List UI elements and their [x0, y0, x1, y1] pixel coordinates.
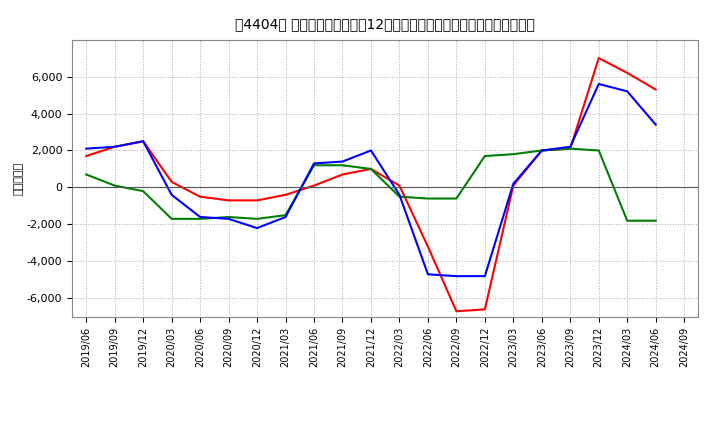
投賄CF — [423, 196, 432, 201]
投賄CF — [509, 151, 518, 157]
営業CF — [110, 144, 119, 150]
フリーCF — [537, 148, 546, 153]
営業CF — [566, 146, 575, 151]
フリーCF — [595, 81, 603, 87]
フリーCF — [366, 148, 375, 153]
フリーCF — [110, 144, 119, 150]
投賄CF — [225, 214, 233, 220]
営業CF — [139, 139, 148, 144]
投賄CF — [652, 218, 660, 224]
営業CF — [282, 192, 290, 198]
営業CF — [253, 198, 261, 203]
Line: 営業CF: 営業CF — [86, 58, 656, 311]
Title: ［4404］ キャッシュフローの12か月移動合計の対前年同期増減額の推移: ［4404］ キャッシュフローの12か月移動合計の対前年同期増減額の推移 — [235, 18, 535, 32]
営業CF — [509, 183, 518, 188]
投賄CF — [310, 163, 318, 168]
営業CF — [652, 87, 660, 92]
Y-axis label: （百万円）: （百万円） — [14, 161, 24, 195]
投賄CF — [139, 188, 148, 194]
フリーCF — [310, 161, 318, 166]
投賄CF — [196, 216, 204, 221]
営業CF — [225, 198, 233, 203]
投賄CF — [282, 213, 290, 218]
営業CF — [167, 179, 176, 184]
フリーCF — [395, 192, 404, 198]
フリーCF — [338, 159, 347, 164]
フリーCF — [196, 214, 204, 220]
投賄CF — [253, 216, 261, 221]
営業CF — [537, 148, 546, 153]
営業CF — [82, 154, 91, 159]
営業CF — [310, 183, 318, 188]
投賄CF — [452, 196, 461, 201]
投賄CF — [480, 154, 489, 159]
投賄CF — [623, 218, 631, 224]
フリーCF — [225, 216, 233, 221]
フリーCF — [167, 192, 176, 198]
営業CF — [452, 308, 461, 314]
営業CF — [423, 244, 432, 249]
フリーCF — [423, 271, 432, 277]
フリーCF — [480, 274, 489, 279]
投賄CF — [366, 166, 375, 172]
投賄CF — [338, 163, 347, 168]
投賄CF — [595, 148, 603, 153]
営業CF — [480, 307, 489, 312]
営業CF — [196, 194, 204, 199]
フリーCF — [509, 181, 518, 187]
Line: フリーCF: フリーCF — [86, 84, 656, 276]
投賄CF — [82, 172, 91, 177]
営業CF — [366, 166, 375, 172]
投賄CF — [566, 146, 575, 151]
営業CF — [623, 70, 631, 76]
フリーCF — [282, 214, 290, 220]
投賄CF — [537, 148, 546, 153]
フリーCF — [623, 89, 631, 94]
営業CF — [395, 183, 404, 188]
フリーCF — [82, 146, 91, 151]
投賄CF — [167, 216, 176, 221]
フリーCF — [139, 139, 148, 144]
投賄CF — [395, 194, 404, 199]
フリーCF — [253, 225, 261, 231]
営業CF — [595, 55, 603, 61]
フリーCF — [652, 122, 660, 127]
投賄CF — [110, 183, 119, 188]
フリーCF — [566, 144, 575, 150]
営業CF — [338, 172, 347, 177]
フリーCF — [452, 274, 461, 279]
Line: 投賄CF: 投賄CF — [86, 149, 656, 221]
